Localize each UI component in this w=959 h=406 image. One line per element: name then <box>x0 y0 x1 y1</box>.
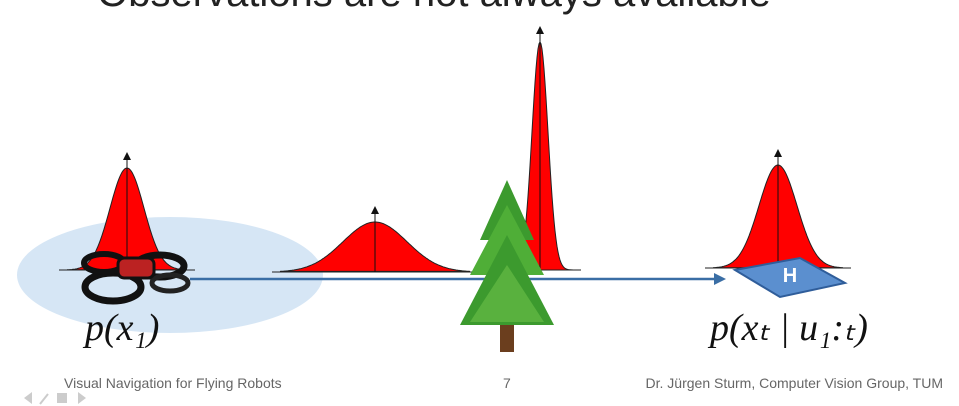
arrow-head <box>714 273 726 285</box>
footer-page: 7 <box>503 375 511 391</box>
end-label: p(xₜ | u₁:ₜ) <box>707 307 868 349</box>
axis-arrow <box>536 26 544 34</box>
svg-text:H: H <box>783 265 797 287</box>
axis-arrow <box>123 152 131 160</box>
slide-title: Observations are not always available <box>97 0 771 15</box>
axis-arrow <box>774 149 782 157</box>
start-label: p(x₁) <box>82 307 159 349</box>
page: {"header": {"title": "Observations are n… <box>0 0 959 406</box>
axis-arrow <box>371 206 379 214</box>
nav-icons <box>24 392 86 404</box>
footer-author: Dr. Jürgen Sturm, Computer Vision Group,… <box>646 375 943 391</box>
footer-course: Visual Navigation for Flying Robots <box>64 375 282 391</box>
slide: Observations are not always available H … <box>0 0 959 406</box>
